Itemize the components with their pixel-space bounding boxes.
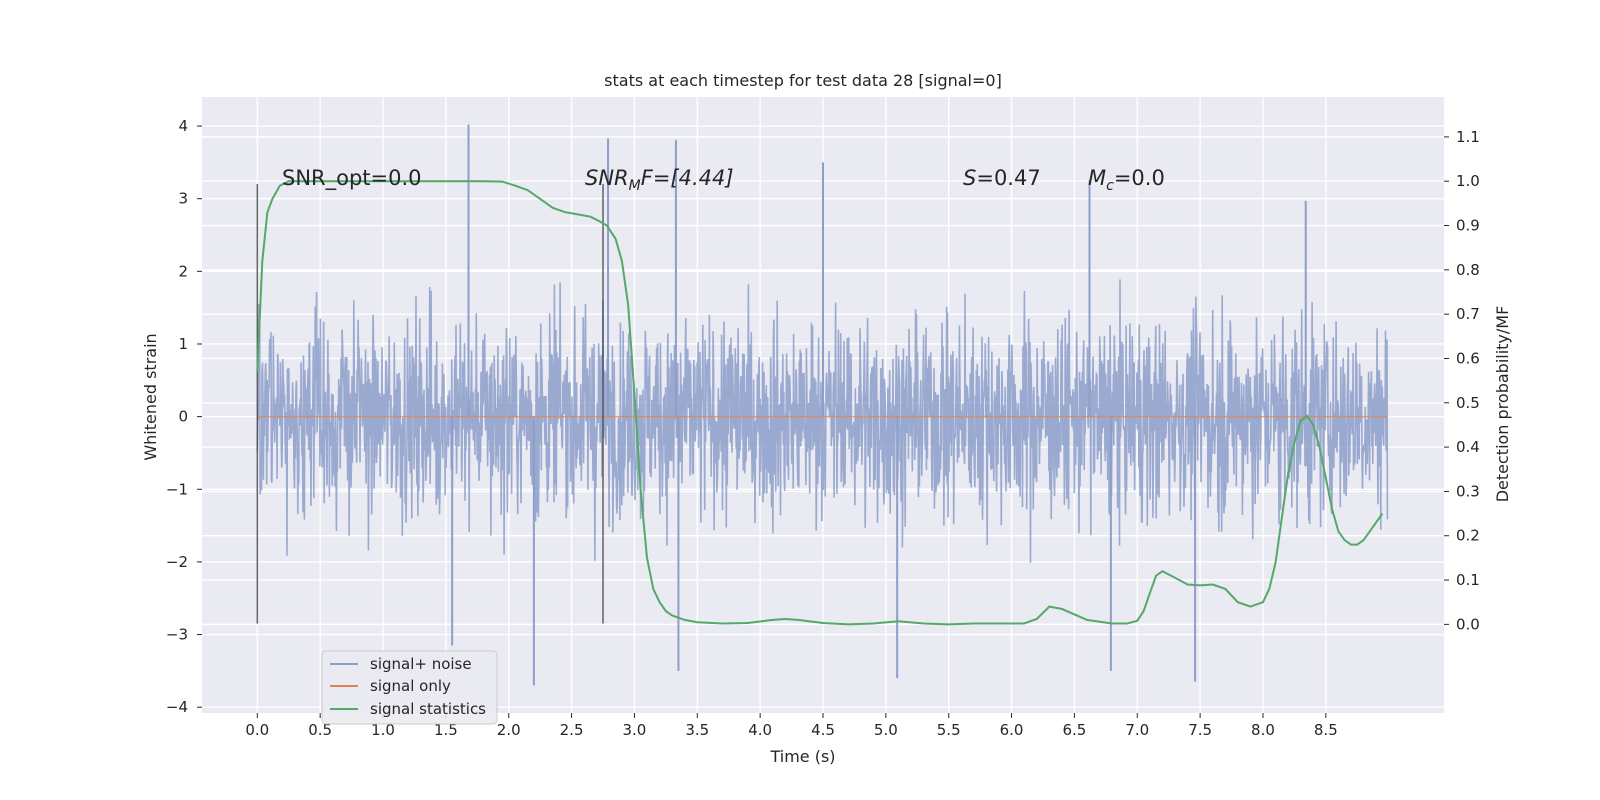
y-tick-label: −3 (166, 626, 188, 644)
x-tick-label: 7.5 (1188, 721, 1212, 739)
legend-box (321, 650, 498, 725)
x-tick-label: 5.0 (874, 721, 898, 739)
x-tick-label: 3.5 (685, 721, 709, 739)
y2-tick-label: 0.9 (1456, 217, 1480, 235)
annotation-mc: Mc=0.0 (1088, 166, 1165, 194)
chart-title: stats at each timestep for test data 28 … (604, 71, 1002, 90)
x-tick-label: 6.5 (1062, 721, 1086, 739)
y2-tick-label: 0.7 (1456, 305, 1480, 323)
x-tick-label: 8.0 (1251, 721, 1275, 739)
legend-label-signal: signal only (370, 677, 451, 695)
y2-tick-label: 0.0 (1456, 615, 1480, 633)
y2-tick-label: 0.1 (1456, 571, 1480, 589)
x-tick-label: 7.0 (1125, 721, 1149, 739)
annotation-snr-opt: SNR_opt=0.0 (282, 166, 422, 191)
snr-mf-rest: F=[4.44] (641, 166, 734, 190)
stats-line (256, 180, 1384, 626)
y-tick-label: −4 (166, 698, 188, 716)
x-tick-label: 2.0 (497, 721, 521, 739)
snr-mf-base: SNR (585, 166, 629, 190)
signal-statistics-series (256, 180, 1384, 626)
x-tick-label: 0.0 (245, 721, 269, 739)
snr-mf-sub: M (629, 178, 641, 194)
y2-tick-label: 0.2 (1456, 527, 1480, 545)
x-tick-label: 1.0 (371, 721, 395, 739)
y2-tick-label: 1.1 (1456, 128, 1480, 146)
x-tick-label: 2.5 (560, 721, 584, 739)
y2-tick-label: 0.5 (1456, 394, 1480, 412)
y2-tick-label: 1.0 (1456, 172, 1480, 190)
legend-label-noise: signal+ noise (370, 655, 472, 673)
x-tick-label: 4.5 (811, 721, 835, 739)
x-axis-label: Time (s) (769, 747, 835, 766)
x-tick-label: 8.5 (1314, 721, 1338, 739)
annotation-snr-mf: SNRMF=[4.44] (585, 166, 734, 194)
annotation-s: S=0.47 (963, 166, 1041, 190)
signal-noise-series (256, 124, 1389, 686)
y2-tick-label: 0.6 (1456, 349, 1480, 367)
y-axis-label: Whitened strain (141, 333, 160, 460)
axis-ticks: 0.0 0.5 1.0 1.5 2.0 2.5 3.0 3.5 4.0 4.5 5.0 5.5 6.0 6… (166, 117, 1480, 739)
y-tick-label: 4 (178, 117, 188, 135)
x-tick-label: 4.0 (748, 721, 772, 739)
y2-tick-label: 0.4 (1456, 438, 1480, 456)
s-value: =0.47 (976, 166, 1040, 190)
x-tick-label: 0.5 (308, 721, 332, 739)
y-tick-label: 0 (178, 408, 188, 426)
y2-tick-label: 0.8 (1456, 261, 1480, 279)
noise-trace (256, 279, 1389, 563)
y2-tick-label: 0.3 (1456, 482, 1480, 500)
x-tick-label: 5.5 (937, 721, 961, 739)
x-tick-label: 6.0 (1000, 721, 1024, 739)
y-tick-label: −2 (166, 553, 188, 571)
marker-vlines (256, 184, 604, 624)
mc-base: M (1088, 166, 1106, 190)
s-label: S (963, 166, 976, 190)
y2-axis-label: Detection probability/MF (1493, 306, 1512, 503)
x-tick-label: 1.5 (434, 721, 458, 739)
y-tick-label: 2 (178, 262, 188, 280)
x-tick-label: 3.0 (623, 721, 647, 739)
y-tick-label: 1 (178, 335, 188, 353)
mc-value: =0.0 (1114, 166, 1165, 190)
y-tick-label: −1 (166, 480, 188, 498)
y-tick-label: 3 (178, 190, 188, 208)
mc-sub: c (1106, 178, 1114, 194)
legend-label-stats: signal statistics (370, 700, 486, 718)
legend: signal+ noise signal only signal statist… (321, 650, 498, 725)
